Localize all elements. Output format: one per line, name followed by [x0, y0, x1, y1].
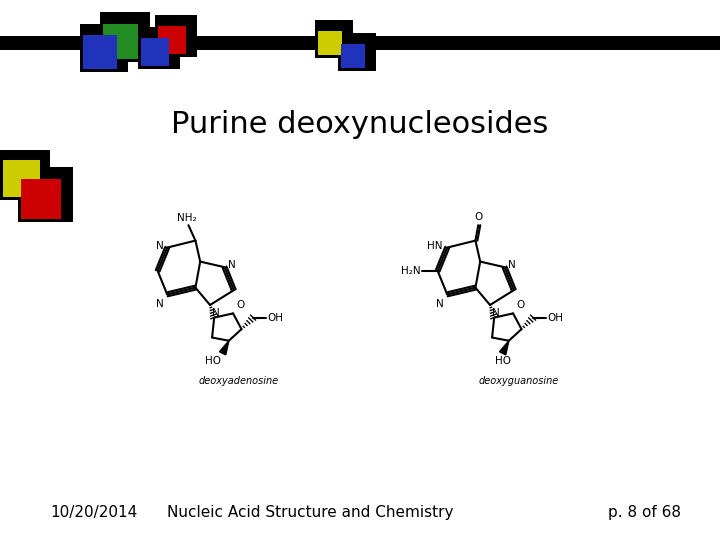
Text: H₂N: H₂N [400, 266, 420, 276]
Text: deoxyguanosine: deoxyguanosine [479, 376, 559, 386]
Text: Nucleic Acid Structure and Chemistry: Nucleic Acid Structure and Chemistry [167, 505, 454, 520]
Text: OH: OH [548, 313, 564, 322]
Bar [3, 160, 40, 197]
Text: O: O [236, 300, 244, 310]
Bar [141, 38, 169, 66]
Bar [80, 24, 128, 72]
Text: 10/20/2014: 10/20/2014 [50, 505, 138, 520]
Bar [158, 26, 186, 54]
Text: N: N [436, 299, 444, 309]
Text: Purine deoxynucleosides: Purine deoxynucleosides [171, 110, 549, 139]
Text: N: N [156, 299, 164, 309]
Text: O: O [516, 300, 524, 310]
Bar [21, 179, 61, 219]
Text: HO: HO [495, 356, 510, 366]
Text: HN: HN [427, 241, 442, 251]
Text: deoxyadenosine: deoxyadenosine [199, 376, 279, 386]
Bar [338, 33, 376, 71]
Text: N: N [212, 308, 220, 318]
Bar [18, 167, 73, 222]
Text: OH: OH [268, 313, 284, 322]
Bar [0, 36, 720, 50]
Text: HO: HO [204, 356, 220, 366]
Text: N: N [156, 241, 164, 251]
Bar [315, 20, 353, 58]
Bar [100, 12, 150, 62]
Text: N: N [492, 308, 500, 318]
Text: NH₂: NH₂ [176, 213, 197, 223]
Text: N: N [508, 260, 516, 270]
Bar [83, 35, 117, 69]
Bar [103, 24, 138, 59]
Text: O: O [474, 212, 482, 222]
Bar [318, 31, 342, 55]
Bar [138, 27, 180, 69]
Polygon shape [220, 341, 229, 355]
Text: N: N [228, 260, 235, 270]
Bar [341, 44, 365, 68]
Polygon shape [500, 341, 509, 355]
Text: p. 8 of 68: p. 8 of 68 [608, 505, 682, 520]
Bar [0, 150, 50, 200]
Bar [155, 15, 197, 57]
